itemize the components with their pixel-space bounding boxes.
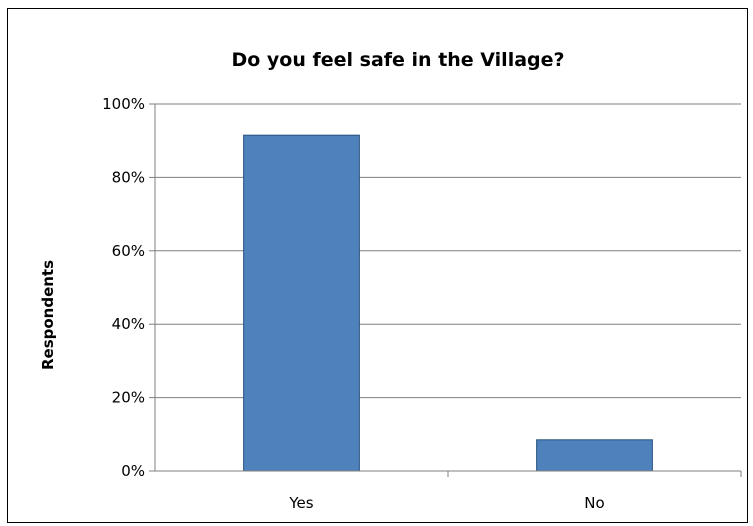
chart-title: Do you feel safe in the Village? [231,49,564,71]
y-tick-label: 100% [102,95,145,113]
bar-yes [243,134,360,472]
y-tick-label: 20% [112,389,145,407]
chart-frame: Do you feel safe in the Village? Respond… [7,8,748,523]
y-tick-label: 60% [112,242,145,260]
gridlines [155,103,741,399]
x-tick-label: No [584,494,604,512]
y-tick-label: 80% [112,168,145,186]
x-tick-label: Yes [288,494,313,512]
tick-labels: 0% 20% 40% 60% 80% 100% Yes No [102,95,605,512]
bar-chart: Do you feel safe in the Village? Respond… [39,49,742,512]
y-tick-label: 40% [112,315,145,333]
y-axis-title: Respondents [39,260,57,370]
bars [243,134,653,472]
bar-no [536,439,653,472]
y-tick-label: 0% [121,462,145,480]
axes [149,103,742,477]
